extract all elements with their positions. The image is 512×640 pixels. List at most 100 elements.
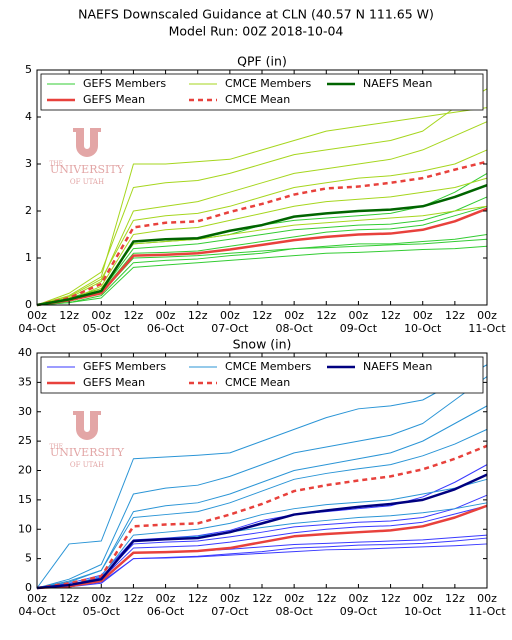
- series-line: [36, 207, 488, 307]
- y-tick-label: 5: [25, 552, 32, 565]
- series-line: [36, 444, 488, 590]
- y-tick-label: 1: [25, 251, 32, 264]
- x-date-label: 07-Oct: [211, 605, 249, 618]
- x-date-label: 06-Oct: [147, 605, 185, 618]
- x-date-label: 04-Oct: [18, 605, 56, 618]
- x-tick-label: 00z: [91, 309, 111, 322]
- logo-u: [73, 411, 101, 440]
- chart-title: QPF (in): [237, 54, 287, 69]
- chart-title: Snow (in): [233, 337, 292, 352]
- x-tick-label: 00z: [156, 592, 176, 605]
- watermark-text: THE: [49, 161, 63, 168]
- y-tick-label: 5: [25, 63, 32, 76]
- x-tick-label: 12z: [124, 309, 144, 322]
- x-date-label: 07-Oct: [211, 322, 249, 335]
- figure-subtitle: Model Run: 00Z 2018-10-04: [169, 24, 344, 39]
- y-tick-label: 2: [25, 204, 32, 217]
- x-tick-label: 00z: [349, 309, 369, 322]
- x-tick-label: 12z: [316, 592, 336, 605]
- y-tick-label: 40: [18, 346, 32, 359]
- series-line: [36, 376, 488, 589]
- y-tick-label: 3: [25, 157, 32, 170]
- x-tick-label: 00z: [27, 309, 47, 322]
- legend-label: CMCE Mean: [225, 93, 290, 106]
- x-date-label: 10-Oct: [404, 605, 442, 618]
- x-tick-label: 12z: [188, 592, 208, 605]
- x-date-label: 06-Oct: [147, 322, 185, 335]
- series-line: [36, 473, 488, 590]
- x-date-label: 09-Oct: [340, 322, 378, 335]
- figure-title: NAEFS Downscaled Guidance at CLN (40.57 …: [78, 7, 434, 22]
- x-tick-label: 12z: [188, 309, 208, 322]
- legend-label: GEFS Members: [83, 360, 166, 373]
- series-line: [36, 543, 488, 589]
- x-tick-label: 12z: [445, 592, 465, 605]
- x-tick-label: 12z: [445, 309, 465, 322]
- x-tick-label: 00z: [477, 592, 497, 605]
- series-line: [36, 196, 488, 306]
- x-tick-label: 12z: [252, 309, 272, 322]
- x-date-label: 08-Oct: [275, 322, 313, 335]
- series-line: [36, 160, 488, 307]
- x-tick-label: 12z: [316, 309, 336, 322]
- x-tick-label: 12z: [124, 592, 144, 605]
- y-tick-label: 35: [18, 375, 32, 388]
- y-tick-label: 25: [18, 434, 32, 447]
- series-line: [36, 183, 488, 307]
- y-tick-label: 10: [18, 522, 32, 535]
- x-tick-label: 00z: [156, 309, 176, 322]
- x-tick-label: 00z: [413, 592, 433, 605]
- watermark-text: THE: [49, 444, 63, 451]
- series-line: [36, 149, 488, 306]
- x-tick-label: 12z: [59, 309, 79, 322]
- series-line: [36, 505, 488, 589]
- x-tick-label: 12z: [381, 592, 401, 605]
- series-line: [36, 537, 488, 589]
- watermark-text: OF UTAH: [70, 178, 104, 186]
- x-date-label: 08-Oct: [275, 605, 313, 618]
- series-line: [36, 405, 488, 589]
- series-line: [36, 428, 488, 589]
- x-date-label: 05-Oct: [83, 322, 121, 335]
- logo-u: [73, 128, 101, 157]
- x-tick-label: 00z: [477, 309, 497, 322]
- x-tick-label: 00z: [284, 309, 304, 322]
- series-line: [36, 234, 488, 306]
- legend-label: GEFS Members: [83, 77, 166, 90]
- legend-box: [40, 356, 484, 394]
- x-date-label: 05-Oct: [83, 605, 121, 618]
- series-line: [36, 88, 488, 306]
- y-tick-label: 15: [18, 493, 32, 506]
- legend-label: CMCE Members: [225, 77, 312, 90]
- x-tick-label: 12z: [252, 592, 272, 605]
- x-tick-label: 00z: [349, 592, 369, 605]
- legend-label: NAEFS Mean: [363, 77, 432, 90]
- x-date-label: 09-Oct: [340, 605, 378, 618]
- series-line: [36, 121, 488, 306]
- x-tick-label: 00z: [413, 309, 433, 322]
- watermark-text: OF UTAH: [70, 461, 104, 469]
- series-line: [36, 478, 488, 589]
- x-date-label: 11-Oct: [468, 322, 506, 335]
- y-tick-label: 0: [25, 298, 32, 311]
- series-line: [36, 504, 488, 590]
- y-tick-label: 30: [18, 405, 32, 418]
- x-tick-label: 00z: [220, 309, 240, 322]
- x-tick-label: 12z: [59, 592, 79, 605]
- x-date-label: 10-Oct: [404, 322, 442, 335]
- series-line: [36, 107, 488, 306]
- legend-box: [40, 73, 484, 111]
- x-tick-label: 00z: [220, 592, 240, 605]
- x-tick-label: 00z: [91, 592, 111, 605]
- y-tick-label: 0: [25, 581, 32, 594]
- legend-label: CMCE Members: [225, 360, 312, 373]
- series-line: [36, 245, 488, 306]
- y-tick-label: 20: [18, 464, 32, 477]
- series-line: [36, 177, 488, 306]
- x-date-label: 11-Oct: [468, 605, 506, 618]
- x-tick-label: 12z: [381, 309, 401, 322]
- watermark-text: UNIVERSITY: [50, 163, 125, 176]
- x-tick-label: 00z: [284, 592, 304, 605]
- legend-label: NAEFS Mean: [363, 360, 432, 373]
